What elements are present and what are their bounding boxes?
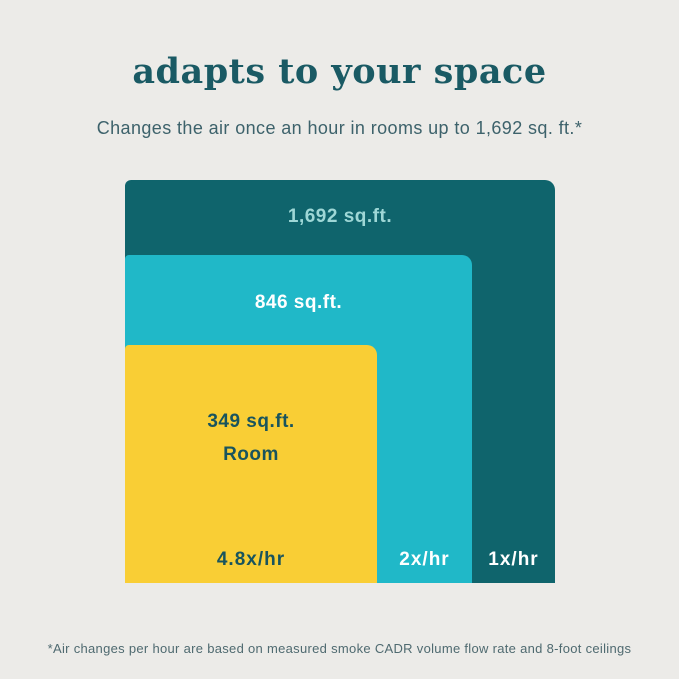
rate-label-1x: 1x/hr <box>488 549 539 570</box>
rate-label-4_8x: 4.8x/hr <box>216 549 286 570</box>
room-size-label-1692: 1,692 sq.ft. <box>287 206 393 227</box>
page-title: adapts to your space <box>132 51 547 92</box>
page-subtitle: Changes the air once an hour in rooms up… <box>96 118 583 138</box>
room-rect-349: 349 sq.ft. Room <box>125 345 377 583</box>
room-size-label-846: 846 sq.ft. <box>254 292 343 313</box>
room-size-label-349: 349 sq.ft. Room <box>125 405 377 471</box>
rate-label-2x: 2x/hr <box>399 549 450 570</box>
room-size-chart: 1,692 sq.ft. 846 sq.ft. 349 sq.ft. Room … <box>125 180 555 583</box>
room-size-value: 349 sq.ft. <box>207 411 295 432</box>
footnote: *Air changes per hour are based on measu… <box>47 641 632 656</box>
room-word: Room <box>223 444 279 465</box>
